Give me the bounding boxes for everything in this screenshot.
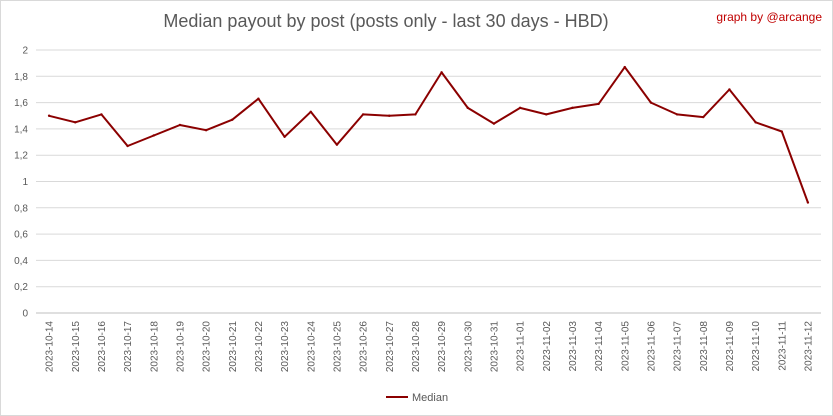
legend-label: Median bbox=[412, 392, 448, 404]
x-tick-label: 2023-10-17 bbox=[123, 321, 134, 373]
data-point bbox=[545, 113, 548, 116]
data-point bbox=[518, 106, 522, 110]
data-point bbox=[231, 118, 234, 121]
y-tick-label: 2 bbox=[22, 46, 28, 57]
x-tick-label: 2023-10-29 bbox=[437, 321, 448, 373]
x-tick-label: 2023-10-21 bbox=[228, 321, 239, 373]
data-point bbox=[702, 115, 705, 119]
data-point bbox=[780, 130, 783, 133]
x-tick-label: 2023-10-18 bbox=[149, 321, 160, 373]
x-tick-label: 2023-11-01 bbox=[516, 321, 527, 372]
x-tick-label: 2023-11-12 bbox=[803, 321, 814, 372]
x-tick-label: 2023-10-19 bbox=[175, 321, 186, 373]
x-tick-label: 2023-10-27 bbox=[385, 321, 396, 373]
data-point bbox=[414, 113, 417, 116]
data-point bbox=[204, 129, 208, 132]
data-point bbox=[283, 135, 286, 138]
x-tick-label: 2023-11-11 bbox=[777, 321, 788, 371]
x-tick-label: 2023-10-24 bbox=[306, 321, 317, 373]
x-tick-label: 2023-11-09 bbox=[725, 321, 736, 372]
x-tick-label: 2023-11-02 bbox=[542, 321, 553, 372]
x-tick-label: 2023-11-06 bbox=[646, 321, 657, 372]
x-tick-label: 2023-10-20 bbox=[202, 321, 213, 373]
data-point bbox=[388, 114, 391, 117]
data-point bbox=[335, 143, 339, 146]
data-point bbox=[126, 144, 129, 148]
chart-title: Median payout by post (posts only - last… bbox=[163, 11, 609, 31]
data-point bbox=[178, 123, 182, 127]
data-point bbox=[257, 97, 260, 100]
data-point bbox=[466, 106, 469, 110]
y-tick-label: 1,2 bbox=[14, 151, 28, 162]
credit-label: graph by @arcange bbox=[716, 10, 822, 24]
x-tick-label: 2023-11-07 bbox=[673, 321, 684, 372]
x-tick-label: 2023-11-04 bbox=[594, 321, 605, 372]
data-point bbox=[623, 65, 626, 69]
y-tick-label: 1,8 bbox=[14, 72, 28, 83]
data-point bbox=[440, 71, 443, 74]
y-tick-label: 1,4 bbox=[14, 124, 28, 135]
data-point bbox=[597, 102, 600, 106]
y-tick-label: 0,6 bbox=[14, 230, 28, 241]
data-point bbox=[728, 88, 731, 91]
x-tick-label: 2023-11-03 bbox=[568, 321, 579, 372]
x-tick-label: 2023-10-16 bbox=[97, 321, 108, 373]
x-tick-label: 2023-11-10 bbox=[751, 321, 762, 372]
y-tick-label: 0,4 bbox=[14, 256, 28, 267]
x-tick-label: 2023-10-22 bbox=[254, 321, 265, 373]
x-tick-label: 2023-10-15 bbox=[71, 321, 82, 373]
y-tick-label: 0,2 bbox=[14, 282, 28, 293]
x-tick-label: 2023-10-28 bbox=[411, 321, 422, 373]
data-point bbox=[309, 110, 312, 114]
data-point bbox=[361, 113, 365, 116]
data-point bbox=[100, 113, 103, 116]
data-point bbox=[649, 101, 653, 104]
y-tick-label: 1,6 bbox=[14, 98, 28, 109]
x-tick-label: 2023-11-05 bbox=[620, 321, 631, 372]
x-tick-label: 2023-10-25 bbox=[332, 321, 343, 373]
data-point bbox=[806, 201, 810, 204]
x-tick-label: 2023-10-31 bbox=[489, 321, 500, 373]
data-point bbox=[675, 113, 679, 116]
y-tick-label: 0,8 bbox=[14, 203, 28, 214]
data-point bbox=[492, 122, 496, 125]
x-tick-label: 2023-10-30 bbox=[463, 321, 474, 373]
y-tick-label: 0 bbox=[22, 309, 28, 320]
x-tick-label: 2023-10-23 bbox=[280, 321, 291, 373]
x-tick-label: 2023-10-14 bbox=[45, 321, 56, 373]
data-point bbox=[754, 121, 757, 124]
x-tick-label: 2023-11-08 bbox=[699, 321, 710, 372]
series-line-median bbox=[48, 66, 809, 203]
data-point bbox=[152, 134, 155, 137]
data-point bbox=[74, 121, 77, 124]
data-point bbox=[47, 114, 51, 117]
y-tick-label: 1 bbox=[22, 177, 28, 188]
data-point bbox=[571, 106, 574, 110]
x-tick-label: 2023-10-26 bbox=[359, 321, 370, 373]
